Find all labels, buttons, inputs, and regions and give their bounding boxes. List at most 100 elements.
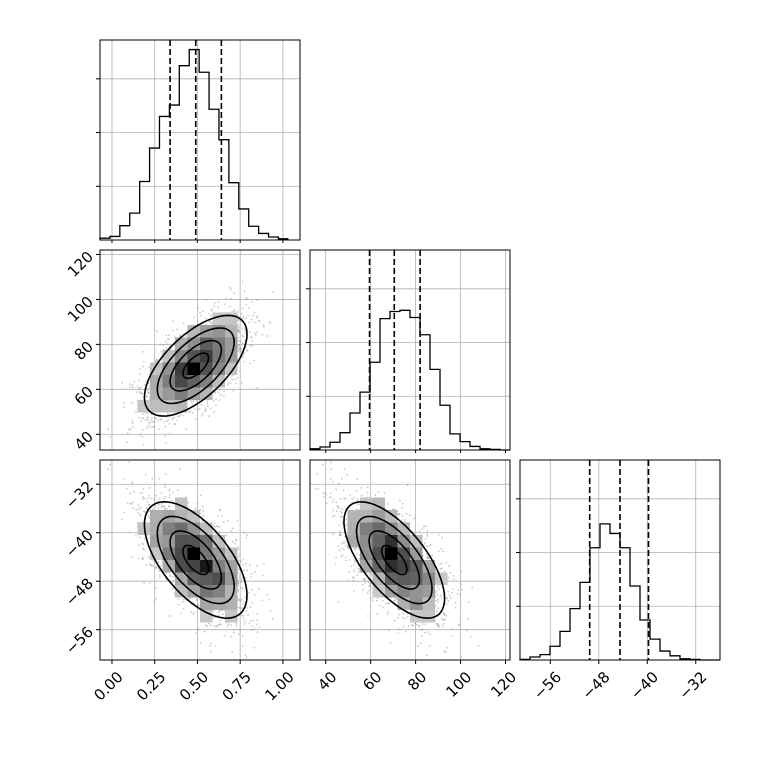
scatter-point [237, 346, 240, 349]
scatter-point [243, 623, 246, 625]
density-cell [137, 400, 150, 413]
density-cell [150, 535, 163, 548]
scatter-point [157, 561, 160, 563]
scatter-point [138, 544, 141, 547]
scatter-point [168, 334, 171, 337]
scatter-point [126, 432, 129, 435]
scatter-point [169, 573, 171, 576]
scatter-point [356, 497, 359, 500]
scatter-point [168, 432, 171, 435]
scatter-point [252, 314, 254, 317]
scatter-point [163, 505, 166, 508]
density-cell [225, 325, 238, 338]
scatter-point [129, 502, 132, 505]
density-cell [187, 547, 200, 560]
scatter-point [225, 534, 228, 537]
scatter-point [228, 286, 231, 289]
scatter-point [434, 605, 437, 607]
scatter-point [164, 486, 167, 489]
scatter-point [240, 598, 243, 601]
scatter-point [240, 347, 243, 350]
scatter-point [249, 606, 252, 608]
scatter-point [253, 628, 255, 631]
scatter-point [237, 319, 240, 322]
density-cell [175, 350, 188, 363]
scatter-point [151, 508, 154, 511]
scatter-point [201, 415, 203, 417]
scatter-point [393, 508, 396, 511]
histogram-bars [519, 523, 720, 661]
scatter-point [135, 535, 137, 537]
scatter-point [129, 428, 132, 431]
scatter-point [256, 387, 258, 389]
scatter-point [244, 329, 247, 332]
scatter-point [237, 568, 240, 571]
scatter-point [250, 628, 253, 631]
scatter-point [443, 570, 446, 573]
scatter-point [239, 370, 241, 373]
scatter-point [128, 383, 131, 386]
histogram-bars [99, 48, 289, 240]
scatter-point [205, 409, 207, 412]
scatter-point [358, 503, 360, 506]
scatter-point [244, 654, 247, 656]
scatter-point [132, 386, 135, 389]
scatter-point [238, 344, 241, 346]
scatter-point [193, 611, 196, 614]
scatter-point [250, 318, 253, 321]
density-cell [175, 535, 188, 548]
scatter-point [215, 404, 217, 407]
scatter-point [169, 575, 172, 577]
scatter-point [178, 414, 181, 417]
density-cell [200, 597, 213, 610]
density-cell [225, 312, 238, 325]
scatter-point [140, 507, 142, 509]
scatter-point [148, 563, 151, 565]
scatter-point [210, 650, 213, 653]
scatter-point [242, 579, 245, 582]
scatter-point [123, 406, 125, 408]
scatter-point [256, 631, 259, 634]
scatter-point [240, 348, 242, 350]
scatter-point [139, 368, 142, 370]
panel-frame [309, 249, 511, 451]
scatter-point [202, 514, 205, 517]
contour-line [143, 500, 248, 620]
scatter-point [236, 520, 239, 522]
scatter-point [246, 569, 249, 572]
scatter-point [203, 630, 206, 633]
scatter-point [218, 610, 221, 613]
scatter-point [253, 570, 256, 573]
density-cell [175, 522, 188, 535]
scatter-point [337, 600, 340, 603]
scatter-point [256, 316, 259, 319]
scatter-point [244, 601, 246, 604]
density-cell [137, 522, 150, 535]
scatter-point [224, 303, 226, 306]
scatter-point [200, 403, 203, 406]
scatter-point [179, 335, 182, 338]
scatter-point [164, 442, 167, 444]
scatter-point [172, 329, 174, 332]
scatter-point [234, 378, 237, 381]
scatter-point [250, 572, 253, 575]
scatter-point [155, 359, 158, 362]
scatter-point [218, 399, 221, 401]
histogram-panel-2 [306, 249, 511, 451]
scatter-point [215, 533, 218, 535]
scatter-point [148, 510, 151, 512]
scatter-point [147, 514, 150, 517]
scatter-point [215, 525, 218, 528]
scatter-point [179, 334, 182, 336]
scatter-point [339, 534, 342, 536]
scatter-point [136, 386, 139, 388]
density-cell [187, 560, 200, 573]
scatter-point [368, 585, 371, 587]
scatter-point [218, 509, 221, 512]
scatter-point [210, 314, 213, 317]
scatter-point [226, 520, 229, 522]
scatter-point [262, 324, 265, 327]
scatter-point [238, 559, 241, 562]
scatter-point [158, 570, 161, 573]
scatter-point [209, 624, 212, 627]
